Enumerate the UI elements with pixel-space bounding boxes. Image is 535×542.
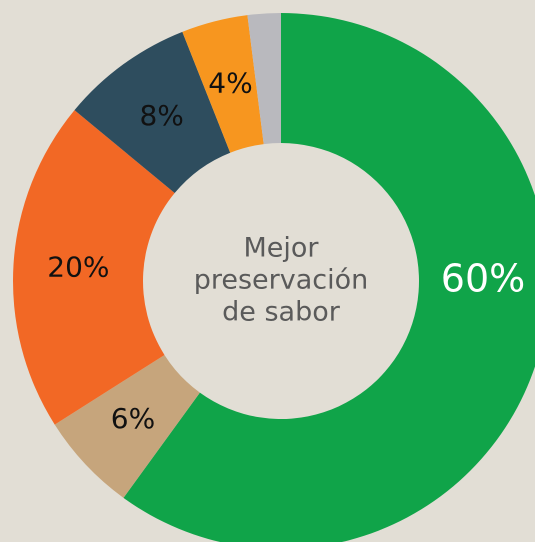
donut-slice [182, 15, 264, 153]
center-text: Mejor [243, 233, 319, 264]
donut-slice [12, 110, 175, 425]
donut-slice [247, 13, 281, 145]
value-label: 8% [139, 99, 183, 132]
value-label: 6% [111, 402, 155, 435]
donut-slice [123, 13, 535, 542]
value-label: 20% [47, 250, 109, 283]
donut-slice [54, 354, 200, 498]
center-text: preservación [194, 265, 369, 296]
donut-slice [74, 31, 231, 194]
value-label: 4% [208, 66, 252, 99]
center-text: de sabor [222, 297, 341, 328]
value-label: 60% [441, 257, 525, 301]
